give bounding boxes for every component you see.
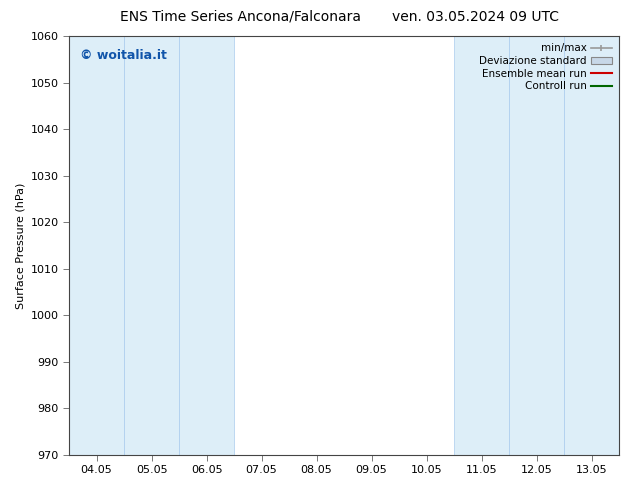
- Text: © woitalia.it: © woitalia.it: [80, 49, 167, 62]
- Y-axis label: Surface Pressure (hPa): Surface Pressure (hPa): [15, 182, 25, 309]
- Bar: [69, 36, 124, 455]
- Bar: [124, 36, 179, 455]
- Legend: min/max, Deviazione standard, Ensemble mean run, Controll run: min/max, Deviazione standard, Ensemble m…: [477, 41, 614, 93]
- Text: ENS Time Series Ancona/Falconara: ENS Time Series Ancona/Falconara: [120, 10, 361, 24]
- Text: ven. 03.05.2024 09 UTC: ven. 03.05.2024 09 UTC: [392, 10, 559, 24]
- Bar: [454, 36, 509, 455]
- Bar: [179, 36, 234, 455]
- Bar: [509, 36, 564, 455]
- Bar: [564, 36, 619, 455]
